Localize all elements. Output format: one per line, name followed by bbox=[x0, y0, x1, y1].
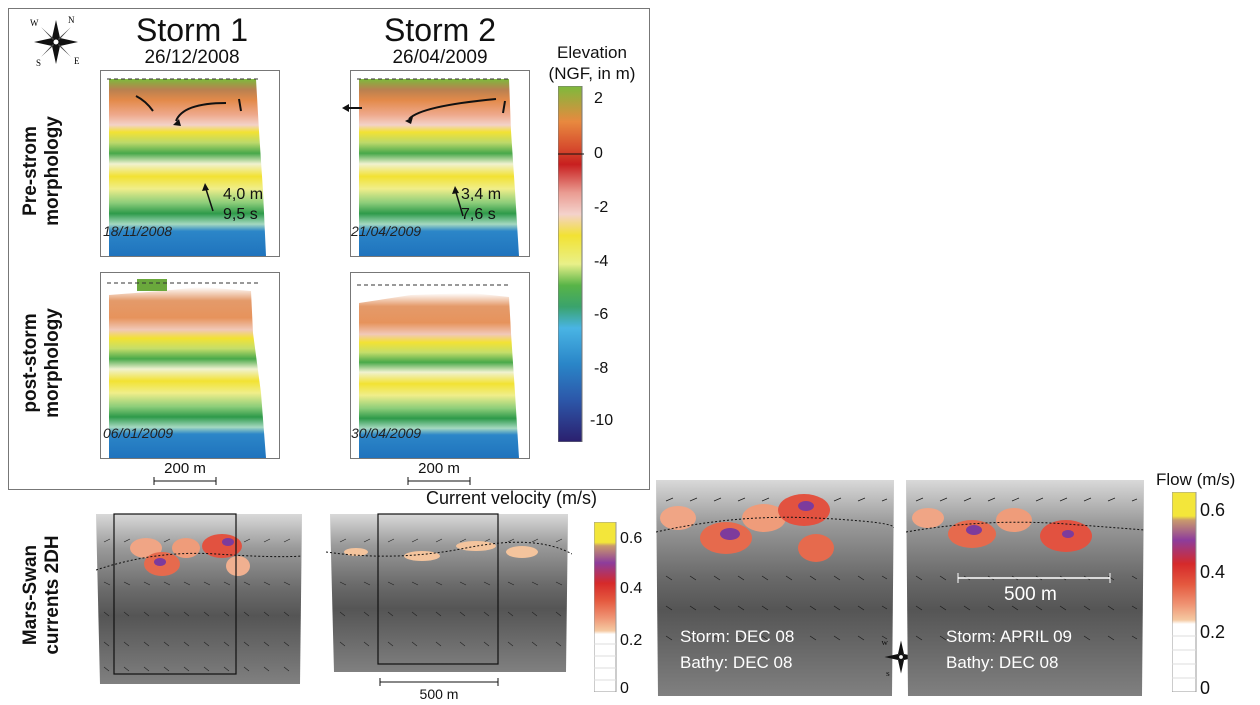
elev-tick-0: 0 bbox=[594, 145, 603, 162]
scale-500m-right: 500 m bbox=[1004, 584, 1057, 605]
flow-tick-04: 0.4 bbox=[1200, 562, 1226, 582]
compass-rose-icon: N S E W bbox=[28, 14, 84, 70]
zoom-panel-april09: 500 m Storm: APRIL 09 Bathy: DEC 08 bbox=[906, 476, 1144, 696]
svg-text:W: W bbox=[882, 640, 889, 647]
flow-tick-02: 0.2 bbox=[1200, 622, 1226, 642]
post-storm2-panel: 30/04/2009 bbox=[350, 272, 530, 459]
current-tick-02: 0.2 bbox=[620, 632, 643, 649]
row-label-post-storm: post-storm morphology bbox=[20, 308, 63, 418]
zoom-right-bathy-label: Bathy: DEC 08 bbox=[946, 653, 1059, 672]
current-velocity-colorbar bbox=[594, 522, 618, 692]
svg-text:S: S bbox=[36, 58, 41, 68]
row-label-pre-storm: Pre-strom morphology bbox=[20, 116, 63, 226]
row-label-currents: Mars-Swan currents 2DH bbox=[20, 535, 63, 655]
pre-storm2-date: 21/04/2009 bbox=[351, 223, 422, 239]
zoom-panel-dec08: Storm: DEC 08 Bathy: DEC 08 bbox=[656, 476, 894, 696]
elev-tick-m10: -10 bbox=[590, 412, 614, 429]
pre-storm1-panel: 4,0 m 9,5 s 18/11/2008 bbox=[100, 70, 280, 257]
storm1-date: 26/12/2008 bbox=[144, 47, 240, 68]
storm1-wave-period: 9,5 s bbox=[223, 206, 258, 223]
flow-tick-06: 0.6 bbox=[1200, 500, 1226, 520]
elev-tick-m2: -2 bbox=[594, 199, 609, 216]
pre-storm2-panel: 3,4 m 7,6 s 21/04/2009 bbox=[350, 70, 530, 257]
elev-tick-m6: -6 bbox=[594, 306, 609, 323]
current-tick-04: 0.4 bbox=[620, 580, 643, 597]
storm1-title: Storm 1 bbox=[135, 12, 249, 48]
scale-200m-right: 200 m bbox=[407, 460, 471, 485]
scale-500m-left: 500 m bbox=[379, 678, 499, 702]
svg-text:N: N bbox=[68, 15, 75, 25]
post-storm2-date: 30/04/2009 bbox=[351, 425, 422, 441]
storm2-wave-period: 7,6 s bbox=[461, 206, 496, 223]
current-tick-0: 0 bbox=[620, 680, 629, 697]
post-storm1-panel: 06/01/2009 bbox=[100, 272, 280, 459]
zoom-left-bathy-label: Bathy: DEC 08 bbox=[680, 653, 793, 672]
elevation-colorbar bbox=[558, 86, 584, 442]
scale-200m-left: 200 m bbox=[153, 460, 217, 485]
flow-tick-0: 0 bbox=[1200, 678, 1211, 698]
svg-text:E: E bbox=[74, 56, 80, 66]
outflow-arrow-icon bbox=[340, 100, 364, 114]
elev-tick-m4: -4 bbox=[594, 253, 609, 270]
current-velocity-title: Current velocity (m/s) bbox=[426, 488, 598, 508]
svg-text:W: W bbox=[30, 18, 39, 28]
storm2-date: 26/04/2009 bbox=[392, 47, 488, 68]
bottom-divider bbox=[8, 489, 648, 490]
storm2-title: Storm 2 bbox=[383, 12, 497, 48]
storm2-wave-height: 3,4 m bbox=[461, 186, 502, 203]
elevation-colorbar-title: Elevation (NGF, in m) bbox=[548, 43, 636, 83]
zoom-left-storm-label: Storm: DEC 08 bbox=[680, 627, 795, 646]
elev-tick-m8: -8 bbox=[594, 360, 609, 377]
elev-tick-2: 2 bbox=[594, 90, 603, 107]
flow-colorbar bbox=[1172, 492, 1198, 692]
storm1-wave-height: 4,0 m bbox=[223, 186, 264, 203]
current-panel-storm2 bbox=[326, 512, 572, 672]
current-panel-storm1 bbox=[96, 512, 302, 684]
post-storm1-date: 06/01/2009 bbox=[103, 425, 174, 441]
svg-text:S: S bbox=[886, 671, 890, 678]
pre-storm1-date: 18/11/2008 bbox=[103, 223, 173, 239]
zoom-right-storm-label: Storm: APRIL 09 bbox=[946, 627, 1072, 646]
flow-title: Flow (m/s) bbox=[1156, 470, 1236, 489]
current-tick-06: 0.6 bbox=[620, 530, 643, 547]
